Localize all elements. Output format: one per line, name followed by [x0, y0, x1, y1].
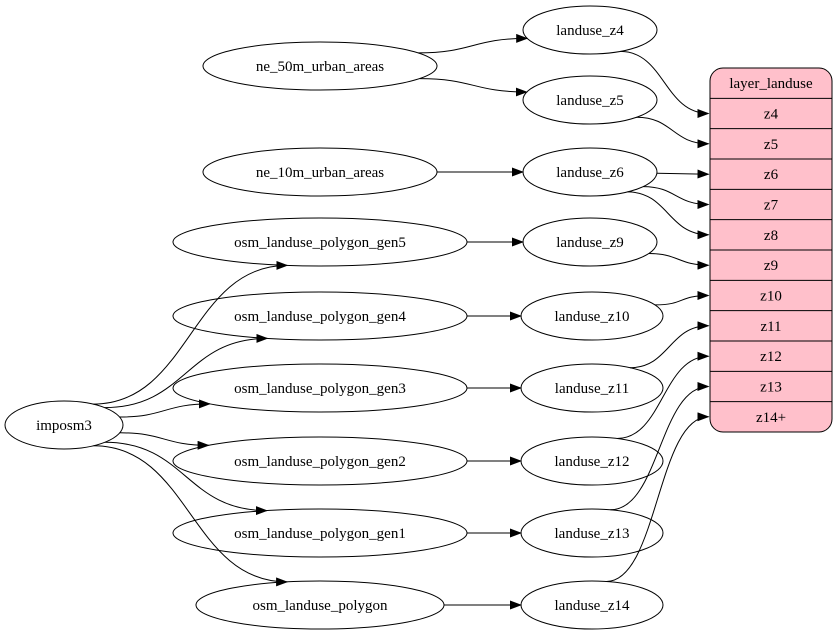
node-imposm3: imposm3 [4, 400, 124, 450]
edge-imposm3-to-osm_landuse_polygon [93, 445, 289, 587]
edge-landuse_z9-to-layer_landuse-z9 [648, 253, 710, 270]
nodes-layer: imposm3 ne_50m_urban_areas ne_10m_urban_ar… [4, 5, 664, 630]
node-label: landuse_z5 [556, 93, 623, 109]
edge-imposm3-to-osm_landuse_polygon_gen3 [119, 399, 211, 418]
edge-imposm3-to-osm_landuse_polygon_gen4 [104, 333, 269, 409]
table-row-z12: z12 [760, 349, 782, 365]
table-row-z11: z11 [760, 319, 781, 335]
table-row-z9: z9 [764, 258, 778, 274]
node-landuse_z5: landuse_z5 [522, 75, 658, 125]
node-osm_landuse_polygon_gen2: osm_landuse_polygon_gen2 [172, 436, 468, 486]
table-layer_landuse: layer_landuse z4 z5 z6 z7 z8 z9 z10 z11 z12 z13 z14… [709, 67, 833, 433]
node-label: landuse_z14 [555, 598, 630, 614]
node-landuse_z14: landuse_z14 [520, 580, 664, 630]
edge-landuse_z13-to-layer_landuse-z13 [610, 382, 710, 511]
node-label: landuse_z9 [556, 235, 623, 251]
table-row-z13: z13 [760, 379, 782, 395]
node-label: osm_landuse_polygon_gen5 [234, 235, 406, 251]
node-label: imposm3 [36, 418, 92, 434]
node-ne_10m_urban_areas: ne_10m_urban_areas [202, 147, 438, 197]
node-landuse_z13: landuse_z13 [520, 508, 664, 558]
node-shape [4, 400, 124, 450]
table-header-label: layer_landuse [729, 76, 813, 92]
node-landuse_z12: landuse_z12 [520, 436, 664, 486]
table-row-z14+: z14+ [756, 410, 786, 426]
edge-ne_50m_urban_areas-to-landuse_z5 [419, 78, 528, 97]
edge-ne_50m_urban_areas-to-landuse_z4 [418, 33, 529, 54]
edge-landuse_z14-to-layer_landuse-z14+ [606, 412, 710, 582]
table-row-z5: z5 [764, 137, 778, 153]
edge-imposm3-to-osm_landuse_polygon_gen5 [93, 260, 289, 405]
edge-landuse_z5-to-layer_landuse-z5 [636, 116, 710, 149]
node-label: ne_10m_urban_areas [256, 165, 384, 181]
edge-imposm3-to-osm_landuse_polygon_gen1 [104, 441, 268, 516]
node-shape [522, 75, 658, 125]
edge-landuse_z11-to-layer_landuse-z11 [629, 321, 710, 369]
node-osm_landuse_polygon_gen4: osm_landuse_polygon_gen4 [172, 291, 468, 341]
node-label: osm_landuse_polygon_gen3 [234, 381, 406, 397]
edge-landuse_z6-to-layer_landuse-z7 [643, 186, 710, 209]
table-row-z10: z10 [760, 288, 782, 304]
node-shape [522, 5, 658, 55]
node-ne_50m_urban_areas: ne_50m_urban_areas [202, 41, 438, 91]
edge-landuse_z4-to-layer_landuse-z4 [620, 50, 710, 118]
edges-layer [93, 33, 710, 610]
edge-landuse_z12-to-layer_landuse-z12 [616, 351, 710, 439]
node-landuse_z10: landuse_z10 [520, 291, 664, 341]
edge-landuse_z10-to-layer_landuse-z10 [654, 291, 710, 306]
node-label: osm_landuse_polygon [253, 598, 388, 614]
table-row-z7: z7 [764, 197, 779, 213]
edge-landuse_z6-to-layer_landuse-z8 [627, 191, 710, 240]
table-layer: layer_landuse z4 z5 z6 z7 z8 z9 z10 z11 z12 z13 z14… [709, 67, 833, 433]
table-row-z6: z6 [764, 167, 779, 183]
table-row-z8: z8 [764, 228, 778, 244]
node-label: ne_50m_urban_areas [256, 59, 384, 75]
node-osm_landuse_polygon: osm_landuse_polygon [195, 580, 445, 630]
node-osm_landuse_polygon_gen3: osm_landuse_polygon_gen3 [172, 363, 468, 413]
node-landuse_z6: landuse_z6 [522, 147, 658, 197]
edge-landuse_z6-to-layer_landuse-z6 [656, 169, 710, 179]
node-osm_landuse_polygon_gen1: osm_landuse_polygon_gen1 [172, 508, 468, 558]
node-label: landuse_z11 [555, 381, 629, 397]
node-landuse_z11: landuse_z11 [520, 363, 664, 413]
node-label: landuse_z12 [555, 454, 630, 470]
node-label: osm_landuse_polygon_gen2 [234, 454, 406, 470]
node-label: landuse_z4 [556, 23, 624, 39]
table-row-z4: z4 [764, 106, 779, 122]
node-label: landuse_z6 [556, 165, 624, 181]
node-landuse_z9: landuse_z9 [522, 217, 658, 267]
node-label: landuse_z10 [555, 309, 630, 325]
node-osm_landuse_polygon_gen5: osm_landuse_polygon_gen5 [172, 217, 468, 267]
node-label: landuse_z13 [555, 526, 630, 542]
node-landuse_z4: landuse_z4 [522, 5, 658, 55]
node-shape [202, 41, 438, 91]
edge-imposm3-to-osm_landuse_polygon_gen2 [119, 432, 210, 450]
node-label: osm_landuse_polygon_gen1 [234, 526, 406, 542]
node-label: osm_landuse_polygon_gen4 [234, 309, 406, 325]
